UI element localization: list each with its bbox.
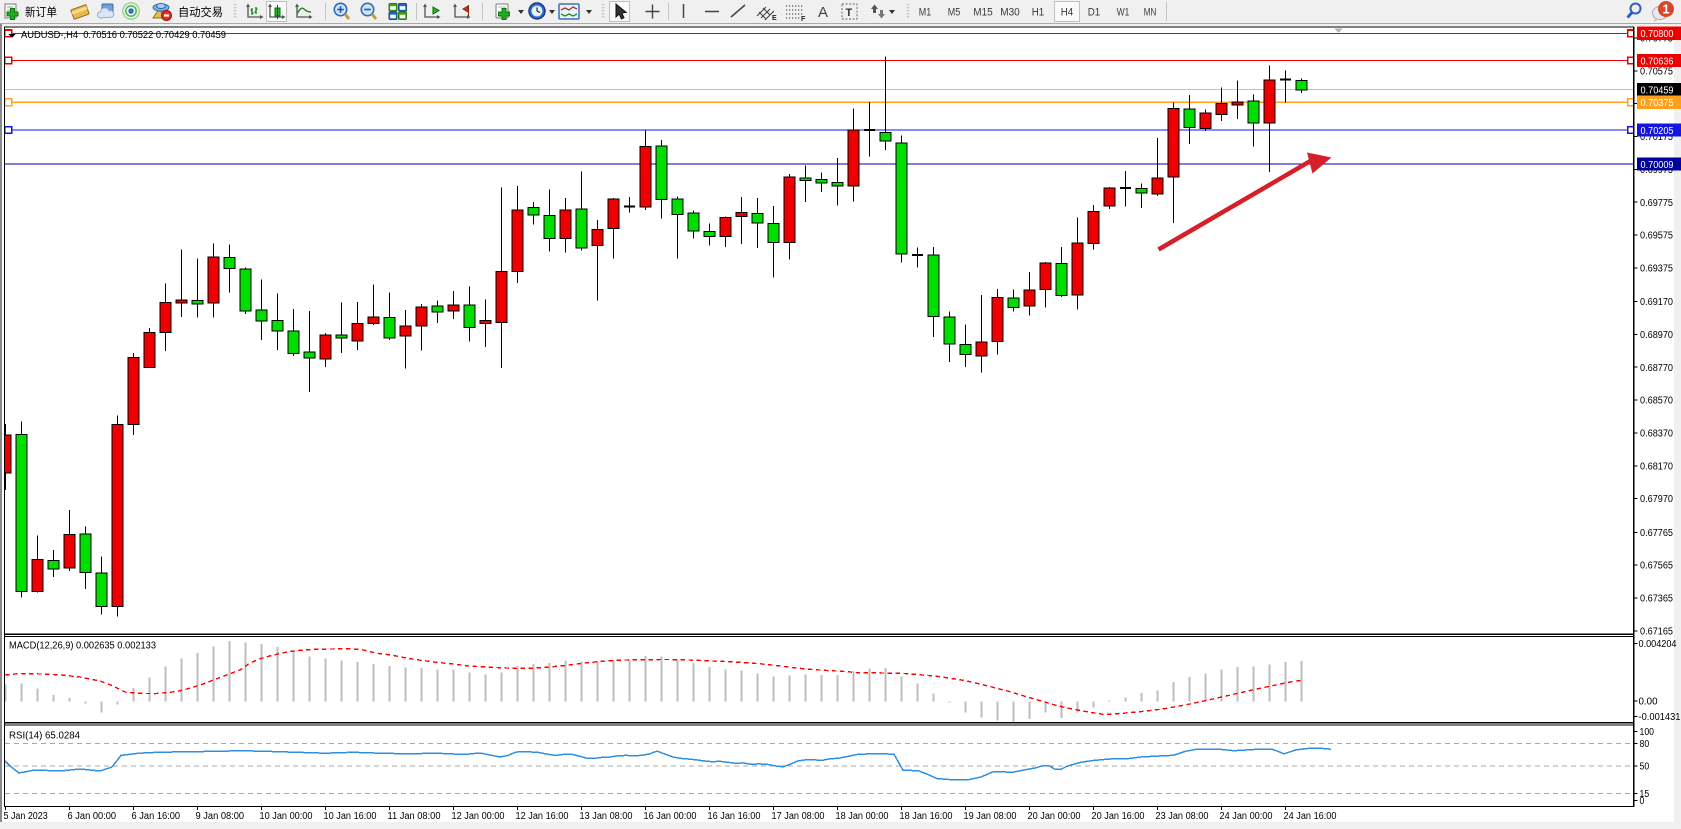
svg-text:AUDUSD-,H4 0.70516 0.70522 0.: AUDUSD-,H4 0.70516 0.70522 0.70429 0.704… (21, 30, 226, 41)
svg-text:9 Jan 08:00: 9 Jan 08:00 (196, 811, 245, 822)
svg-text:MN: MN (1144, 7, 1157, 19)
svg-text:0.68770: 0.68770 (1640, 363, 1673, 374)
svg-text:17 Jan 08:00: 17 Jan 08:00 (772, 811, 825, 822)
svg-text:0.70205: 0.70205 (1641, 126, 1674, 137)
svg-text:自动交易: 自动交易 (178, 5, 223, 19)
svg-text:6 Jan 16:00: 6 Jan 16:00 (132, 811, 181, 822)
svg-text:0.70009: 0.70009 (1641, 160, 1674, 171)
svg-text:0.69775: 0.69775 (1640, 198, 1673, 209)
svg-text:0.69170: 0.69170 (1640, 297, 1673, 308)
svg-text:13 Jan 08:00: 13 Jan 08:00 (580, 811, 633, 822)
svg-text:H1: H1 (1032, 7, 1045, 19)
svg-text:0.69375: 0.69375 (1640, 264, 1673, 275)
svg-text:10 Jan 00:00: 10 Jan 00:00 (260, 811, 313, 822)
svg-text:MACD(12,26,9) 0.002635 0.00213: MACD(12,26,9) 0.002635 0.002133 (9, 641, 156, 652)
svg-text:15: 15 (1640, 789, 1650, 800)
svg-text:6 Jan 00:00: 6 Jan 00:00 (68, 811, 117, 822)
svg-text:80: 80 (1640, 739, 1650, 750)
svg-text:10 Jan 16:00: 10 Jan 16:00 (324, 811, 377, 822)
svg-text:12 Jan 16:00: 12 Jan 16:00 (516, 811, 569, 822)
svg-text:M5: M5 (948, 7, 961, 19)
svg-text:-0.001431: -0.001431 (1639, 712, 1681, 723)
svg-text:0.70175: 0.70175 (1640, 132, 1673, 143)
svg-text:0.68570: 0.68570 (1640, 396, 1673, 407)
svg-text:20 Jan 00:00: 20 Jan 00:00 (1028, 811, 1081, 822)
svg-text:新订单: 新订单 (25, 5, 57, 19)
svg-text:0.68170: 0.68170 (1640, 461, 1673, 472)
svg-text:18 Jan 16:00: 18 Jan 16:00 (900, 811, 953, 822)
svg-text:0.70800: 0.70800 (1641, 29, 1674, 40)
svg-text:0.68370: 0.68370 (1640, 429, 1673, 440)
svg-text:0.67970: 0.67970 (1640, 494, 1673, 505)
svg-text:0.68970: 0.68970 (1640, 330, 1673, 341)
svg-text:11 Jan 08:00: 11 Jan 08:00 (388, 811, 441, 822)
svg-text:20 Jan 16:00: 20 Jan 16:00 (1092, 811, 1145, 822)
svg-text:0.67765: 0.67765 (1640, 528, 1673, 539)
svg-text:16 Jan 00:00: 16 Jan 00:00 (644, 811, 697, 822)
svg-text:M1: M1 (919, 7, 932, 19)
svg-text:0.67565: 0.67565 (1640, 561, 1673, 572)
svg-text:D1: D1 (1088, 7, 1101, 19)
svg-text:F: F (801, 16, 806, 23)
svg-text:W1: W1 (1117, 7, 1130, 19)
svg-text:1: 1 (1662, 2, 1669, 17)
svg-text:0: 0 (1640, 796, 1645, 807)
svg-text:16 Jan 16:00: 16 Jan 16:00 (708, 811, 761, 822)
svg-text:0.70575: 0.70575 (1640, 66, 1673, 77)
svg-text:M15: M15 (973, 7, 993, 19)
svg-text:M30: M30 (1000, 7, 1020, 19)
svg-text:0.67365: 0.67365 (1640, 594, 1673, 605)
svg-text:E: E (772, 15, 777, 22)
svg-text:RSI(14) 65.0284: RSI(14) 65.0284 (9, 731, 80, 742)
svg-text:H4: H4 (1061, 7, 1074, 19)
svg-text:0.70375: 0.70375 (1641, 98, 1674, 109)
svg-text:12 Jan 00:00: 12 Jan 00:00 (452, 811, 505, 822)
svg-text:100: 100 (1640, 727, 1655, 738)
svg-text:0.70459: 0.70459 (1641, 85, 1674, 96)
svg-text:19 Jan 08:00: 19 Jan 08:00 (964, 811, 1017, 822)
svg-text:A: A (818, 4, 828, 21)
svg-text:50: 50 (1640, 762, 1650, 773)
svg-text:23 Jan 08:00: 23 Jan 08:00 (1156, 811, 1209, 822)
svg-text:0.00: 0.00 (1639, 697, 1658, 708)
svg-text:0.67165: 0.67165 (1640, 626, 1673, 637)
svg-text:5 Jan 2023: 5 Jan 2023 (4, 811, 49, 822)
svg-text:0.004204: 0.004204 (1639, 639, 1677, 650)
svg-text:24 Jan 16:00: 24 Jan 16:00 (1284, 811, 1337, 822)
svg-text:18 Jan 00:00: 18 Jan 00:00 (836, 811, 889, 822)
svg-text:24 Jan 00:00: 24 Jan 00:00 (1220, 811, 1273, 822)
svg-text:0.69575: 0.69575 (1640, 231, 1673, 242)
svg-text:T: T (846, 7, 853, 19)
svg-text:0.70636: 0.70636 (1641, 56, 1674, 67)
